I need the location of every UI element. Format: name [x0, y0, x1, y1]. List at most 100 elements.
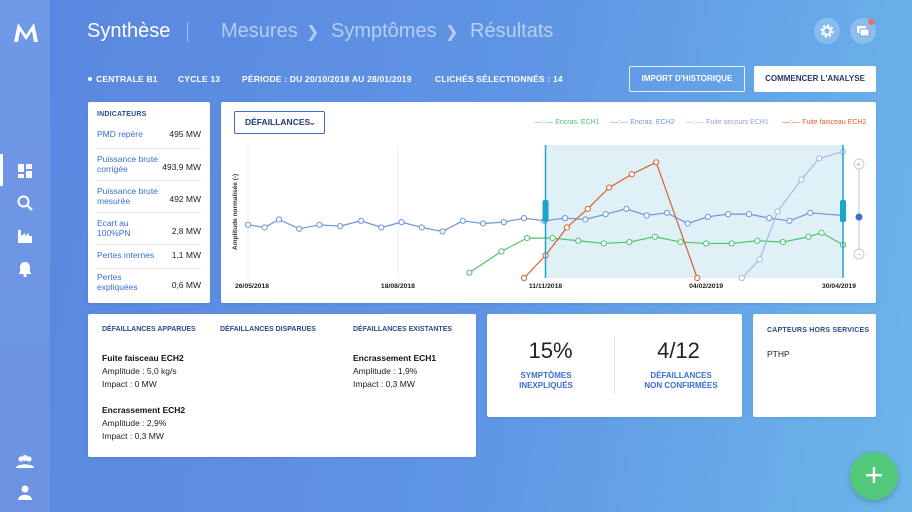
data-point[interactable]	[466, 269, 473, 276]
data-point[interactable]	[728, 240, 735, 247]
data-point[interactable]	[244, 221, 252, 228]
data-point[interactable]	[316, 221, 323, 228]
settings-icon	[820, 24, 834, 38]
appeared-title: DÉFAILLANCES APPARUES	[102, 326, 196, 333]
failure-name[interactable]: Fuite faisceau ECH2	[102, 353, 184, 363]
data-point[interactable]	[500, 219, 507, 226]
indicator-row: Pertes expliquées 0,6 MW	[97, 268, 201, 300]
data-point[interactable]	[774, 208, 781, 215]
user-icon[interactable]	[16, 483, 34, 501]
data-point[interactable]	[623, 205, 630, 212]
data-point[interactable]	[582, 216, 589, 223]
settings-button[interactable]	[814, 18, 840, 44]
data-point[interactable]	[651, 233, 659, 240]
data-point[interactable]	[602, 211, 609, 218]
legend-item[interactable]: —○— Fuite faisceau ECH2	[782, 119, 866, 126]
data-point[interactable]	[766, 215, 773, 222]
data-point[interactable]	[754, 237, 761, 244]
data-point[interactable]	[600, 240, 607, 247]
x-tick-label: 04/02/2019	[689, 283, 723, 290]
data-point[interactable]	[626, 238, 633, 246]
data-point[interactable]	[520, 215, 528, 222]
data-point[interactable]	[807, 209, 814, 216]
legend-line-icon: —○—	[686, 119, 705, 126]
kpi-value: 15%	[528, 338, 573, 363]
data-point[interactable]	[694, 274, 701, 282]
data-point[interactable]	[643, 212, 650, 219]
data-point[interactable]	[818, 229, 825, 236]
data-point[interactable]	[779, 238, 787, 246]
data-point[interactable]	[418, 224, 425, 231]
data-point[interactable]	[498, 248, 505, 255]
data-point[interactable]	[584, 205, 591, 212]
data-point[interactable]	[653, 159, 660, 166]
add-button[interactable]: +	[850, 452, 898, 500]
sensors-card: CAPTEURS HORS SERVICES PTHP	[753, 314, 876, 417]
brand-logo[interactable]	[12, 20, 40, 44]
indicator-value: 495 MW	[169, 129, 201, 139]
data-point[interactable]	[684, 220, 691, 227]
kpi-card: 15% SYMPTÔMES INEXPLIQUÉS 4/12 DÉFAILLAN…	[487, 314, 742, 417]
indicator-label: Puissance brute mesurée	[97, 186, 158, 206]
failure-name[interactable]: Encrassement ECH2	[102, 405, 186, 415]
data-point[interactable]	[549, 235, 556, 242]
chat-button[interactable]	[850, 18, 876, 44]
data-point[interactable]	[677, 238, 684, 246]
data-point[interactable]	[745, 211, 753, 218]
failure-name[interactable]: Encrassement ECH1	[353, 353, 437, 363]
indicator-label: Pertes expliquées	[97, 272, 138, 292]
selection-handle[interactable]	[840, 200, 846, 222]
data-point[interactable]	[756, 256, 763, 263]
legend-item[interactable]: —○— Encras. ECH1	[535, 119, 600, 126]
data-point[interactable]	[261, 224, 268, 231]
data-point[interactable]	[562, 215, 569, 222]
legend-item[interactable]: —○— Fuite secours ECH1	[686, 119, 769, 126]
data-point[interactable]	[357, 217, 365, 224]
bell-icon[interactable]	[16, 260, 34, 278]
data-point[interactable]	[704, 213, 712, 220]
data-point[interactable]	[798, 176, 805, 183]
data-point[interactable]	[663, 209, 670, 216]
kpi-label-line: SYMPTÔMES	[520, 371, 572, 380]
data-point[interactable]	[725, 211, 732, 218]
data-point[interactable]	[520, 274, 528, 282]
data-point[interactable]	[439, 228, 446, 235]
data-point[interactable]	[296, 225, 303, 232]
data-point[interactable]	[523, 235, 531, 242]
tab-resultats[interactable]: Résultats	[470, 20, 554, 42]
import-history-button[interactable]: IMPORT D'HISTORIQUE	[629, 66, 745, 92]
search-icon[interactable]	[16, 194, 34, 212]
users-icon[interactable]	[15, 453, 35, 471]
data-point[interactable]	[479, 220, 487, 227]
data-point[interactable]	[786, 217, 793, 224]
tab-mesures[interactable]: Mesures	[221, 20, 298, 42]
data-point[interactable]	[805, 233, 812, 240]
indicator-label: PMD repère	[97, 129, 143, 139]
start-analysis-button[interactable]: COMMENCER L'ANALYSE	[754, 66, 876, 92]
data-point[interactable]	[563, 224, 571, 231]
data-point[interactable]	[275, 216, 283, 223]
data-point[interactable]	[628, 171, 635, 178]
data-point[interactable]	[738, 274, 745, 282]
zoom-out-icon[interactable]	[853, 248, 865, 260]
data-point[interactable]	[606, 184, 613, 191]
failures-dropdown[interactable]: DÉFAILLANCES ⌄	[234, 111, 325, 134]
legend-item[interactable]: —○— Encras. ECH2	[610, 119, 675, 126]
data-point[interactable]	[378, 224, 385, 231]
data-point[interactable]	[816, 155, 823, 162]
existing-title: DÉFAILLANCES EXISTANTES	[353, 326, 453, 333]
selection-handle[interactable]	[542, 200, 549, 222]
dashboard-icon[interactable]	[16, 162, 34, 180]
tab-symptomes[interactable]: Symptômes	[331, 20, 437, 42]
periode-label: PÉRIODE : DU 20/10/2018 AU 28/01/2019	[242, 74, 412, 84]
data-point[interactable]	[337, 223, 344, 230]
data-point[interactable]	[459, 217, 466, 224]
zoom-handle[interactable]	[855, 213, 863, 221]
data-point[interactable]	[575, 237, 582, 244]
zoom-in-icon[interactable]	[853, 158, 865, 170]
data-point[interactable]	[703, 240, 710, 247]
failures-chart: 26/05/2018 18/08/2018 11/11/2018 04/02/2019…	[232, 145, 865, 290]
factory-icon[interactable]	[16, 227, 34, 245]
indicator-value: 2,8 MW	[171, 226, 201, 236]
data-point[interactable]	[398, 219, 405, 226]
